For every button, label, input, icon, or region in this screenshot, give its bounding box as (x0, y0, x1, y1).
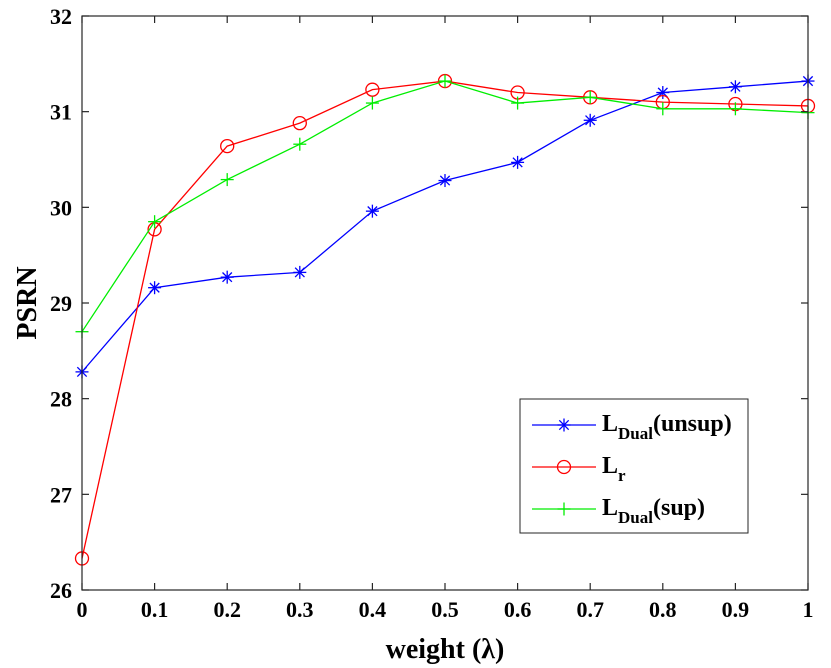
data-point (438, 174, 452, 188)
data-point (365, 82, 380, 97)
y-tick-label: 32 (50, 4, 72, 29)
legend-marker (557, 418, 571, 432)
x-tick-label: 0.9 (722, 597, 750, 622)
x-tick-label: 0.8 (649, 597, 677, 622)
x-tick-label: 0.5 (431, 597, 459, 622)
data-point (220, 138, 235, 154)
data-point (365, 204, 379, 218)
series-L_Dual(sup) (75, 74, 815, 339)
data-point (656, 86, 670, 100)
y-tick-label: 26 (50, 578, 72, 603)
data-point (583, 113, 597, 127)
legend-label: LDual(unsup) (602, 411, 732, 443)
data-point (511, 155, 525, 169)
data-point (293, 265, 307, 279)
data-point (583, 90, 597, 104)
legend-item: Lr (532, 453, 626, 485)
y-tick-label: 29 (50, 291, 72, 316)
data-point (656, 102, 670, 116)
x-tick-label: 0.4 (359, 597, 387, 622)
x-tick-label: 0.3 (286, 597, 314, 622)
data-point (511, 96, 525, 110)
x-tick-label: 1 (803, 597, 814, 622)
axes-layer: 0 0.1 0.2 0.3 0.4 0.5 0.6 0.7 0.8 0.9 1 26 27 28 29 30 3… (50, 4, 814, 622)
legend-item: LDual(sup) (532, 495, 705, 527)
y-axis-title: PSRN (12, 266, 43, 339)
legend-marker (557, 502, 571, 516)
x-tick-label: 0 (77, 597, 88, 622)
x-tick-label: 0.6 (504, 597, 532, 622)
x-axis-title: weight (λ) (386, 634, 505, 665)
data-point (728, 80, 742, 94)
data-point (220, 270, 234, 284)
x-tick-label: 0.7 (576, 597, 604, 622)
legend-item: LDual(unsup) (532, 411, 732, 443)
y-tick-label: 31 (50, 100, 72, 125)
data-point (292, 115, 307, 131)
data-point (293, 137, 307, 151)
y-tick-label: 27 (50, 482, 72, 507)
x-tick-label: 0.1 (141, 597, 169, 622)
legend-label: LDual(sup) (602, 495, 705, 527)
data-point (148, 281, 162, 295)
data-point (148, 215, 162, 229)
data-point (365, 96, 379, 110)
x-tick-label: 0.2 (213, 597, 241, 622)
y-tick-label: 28 (50, 387, 72, 412)
legend-label: Lr (602, 453, 626, 485)
data-point (438, 74, 452, 88)
series-layer (74, 73, 816, 566)
data-point (220, 173, 234, 187)
y-tick-label: 30 (50, 195, 72, 220)
data-point (728, 102, 742, 116)
legend: LDual(unsup) Lr LDual(sup) (519, 398, 749, 534)
legend-marker (556, 459, 572, 475)
